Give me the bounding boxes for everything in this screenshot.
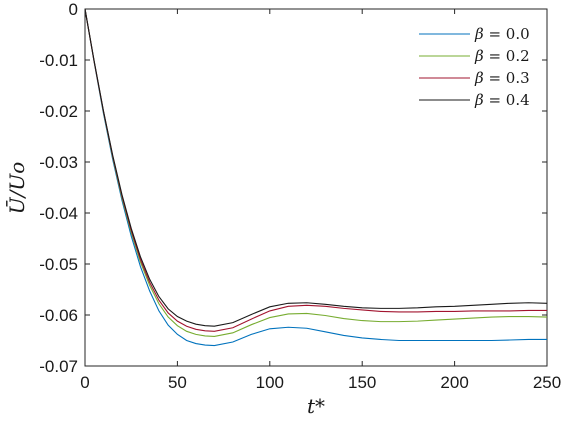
legend: β = 0.0 β = 0.2 β = 0.3 β = 0.4 [410, 16, 542, 109]
x-tick-label: 100 [256, 373, 284, 392]
y-tick-label: -0.05 [39, 255, 78, 274]
series-line-2 [84, 8, 547, 332]
y-tick-label: -0.04 [39, 204, 78, 223]
y-axis-ticks: 0 -0.01 -0.02 -0.03 -0.04 -0.05 -0.06 -0.07 [39, 0, 547, 376]
x-tick-label: 0 [80, 373, 89, 392]
x-tick-label: 250 [533, 373, 561, 392]
y-tick-label: -0.07 [39, 357, 78, 376]
y-tick-label: 0 [69, 0, 78, 19]
x-tick-label: 50 [168, 373, 187, 392]
x-axis-label: t* [307, 394, 325, 418]
series-line-1 [84, 8, 548, 337]
legend-label-2: β = 0.3 [474, 69, 530, 87]
y-tick-label: -0.06 [39, 306, 78, 325]
series-line-3 [84, 8, 548, 327]
legend-box [410, 16, 542, 108]
series-line-0 [84, 8, 547, 347]
y-tick-label: -0.03 [39, 153, 78, 172]
y-tick-label: -0.01 [39, 51, 78, 70]
legend-label-1: β = 0.2 [474, 47, 530, 65]
y-axis-label: Ū/Uo [5, 162, 29, 215]
x-tick-label: 200 [440, 373, 468, 392]
legend-label-3: β = 0.4 [474, 91, 530, 109]
series-group [84, 8, 548, 347]
x-axis-ticks: 0 50 100 150 200 250 [80, 9, 561, 392]
y-tick-label: -0.02 [39, 102, 78, 121]
legend-label-0: β = 0.0 [474, 25, 530, 43]
x-tick-label: 150 [348, 373, 376, 392]
